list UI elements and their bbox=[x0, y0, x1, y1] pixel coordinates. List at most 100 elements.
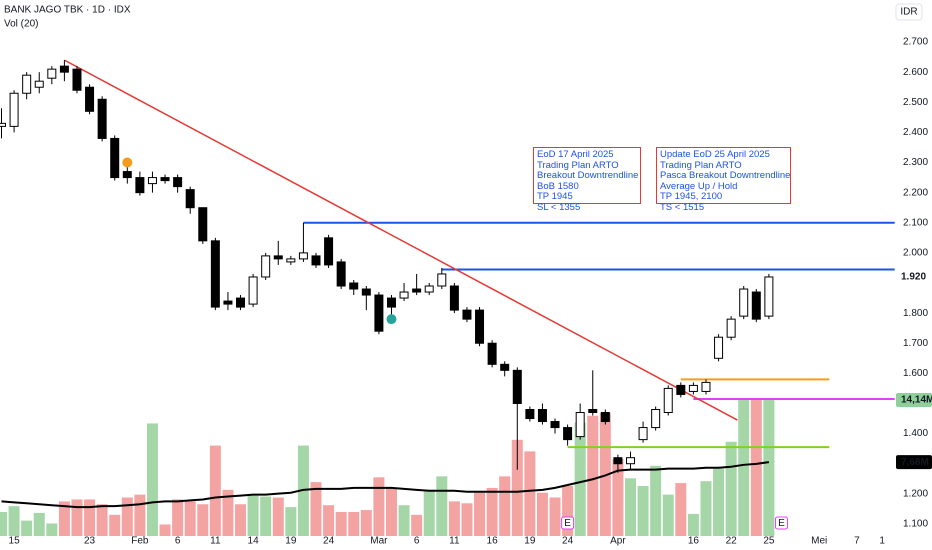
candle-body bbox=[248, 276, 258, 305]
candle-body bbox=[575, 412, 585, 438]
x-tick-label: Apr bbox=[610, 536, 626, 547]
note-line: Update EoD 25 April 2025 bbox=[660, 149, 770, 160]
volume-bar bbox=[411, 514, 423, 536]
volume-bar bbox=[209, 445, 221, 536]
candle-body bbox=[361, 288, 371, 296]
candle-body bbox=[59, 65, 69, 73]
axis-badge bbox=[896, 269, 932, 284]
volume-bar bbox=[159, 524, 171, 536]
candle-body bbox=[651, 409, 661, 429]
volume-bar bbox=[662, 494, 674, 536]
volume-bar bbox=[474, 492, 486, 536]
note-line: Breakout Downtrendline bbox=[537, 170, 639, 181]
y-tick-label: 2.700 bbox=[903, 37, 928, 48]
volume-bar bbox=[763, 399, 775, 536]
x-tick-label: Feb bbox=[131, 536, 149, 547]
y-tick-label: 1.800 bbox=[903, 308, 928, 319]
x-tick-label: 25 bbox=[763, 536, 775, 547]
candle-body bbox=[47, 68, 57, 79]
candle-body bbox=[298, 252, 308, 260]
candle-body bbox=[412, 288, 422, 293]
volume-bar bbox=[121, 497, 133, 536]
axis-badge-label: 1.920 bbox=[901, 272, 926, 283]
volume-bar bbox=[58, 501, 70, 536]
axis-badge bbox=[896, 392, 932, 407]
candle-body bbox=[223, 300, 233, 305]
note-line: TS < 1515 bbox=[660, 201, 705, 213]
event-badge[interactable]: E bbox=[774, 516, 788, 530]
volume-bar bbox=[700, 481, 712, 536]
volume-bar bbox=[84, 499, 96, 536]
currency-box[interactable] bbox=[895, 3, 923, 21]
x-tick-label: 22 bbox=[726, 536, 738, 547]
volume-bar bbox=[8, 506, 20, 536]
volume-bar bbox=[272, 497, 284, 536]
trendline bbox=[64, 59, 738, 421]
x-tick-label: 6 bbox=[175, 536, 181, 547]
candle-body bbox=[626, 457, 635, 465]
candle-body bbox=[236, 297, 246, 308]
candle-body bbox=[563, 427, 573, 441]
candle-body bbox=[97, 98, 107, 139]
volume-bar bbox=[235, 504, 247, 536]
candle-body bbox=[487, 342, 497, 365]
currency[interactable]: IDR bbox=[900, 7, 917, 18]
candle-body bbox=[588, 409, 598, 414]
volume-bar bbox=[247, 495, 259, 536]
volume-bar bbox=[323, 505, 335, 536]
candle-body bbox=[525, 409, 535, 420]
candle-body bbox=[147, 177, 157, 185]
note-line: Trading Plan ARTO bbox=[537, 159, 619, 171]
volume-bar bbox=[713, 468, 725, 536]
candle-body bbox=[437, 273, 447, 287]
candle-body bbox=[663, 387, 673, 414]
candle-body bbox=[449, 285, 459, 311]
candle-body bbox=[173, 177, 183, 188]
note-box: Update EoD 25 April 2025 Trading Plan ART… bbox=[656, 147, 791, 212]
volume-bar bbox=[536, 492, 548, 536]
candle-body bbox=[85, 86, 95, 112]
x-tick-label: 24 bbox=[323, 536, 335, 547]
volume-bar bbox=[423, 489, 435, 536]
chart-title: BANK JAGO TBK · 1D · IDX bbox=[4, 5, 131, 16]
candle-body bbox=[336, 261, 346, 287]
candle-body bbox=[261, 255, 271, 278]
y-tick-label: 2.000 bbox=[903, 248, 928, 259]
candle-body bbox=[714, 336, 724, 359]
candle-body bbox=[286, 258, 296, 263]
volume-bar bbox=[448, 501, 460, 536]
y-tick-label: 2.300 bbox=[903, 157, 928, 168]
candle-body bbox=[462, 309, 472, 320]
candle-body bbox=[638, 427, 648, 441]
volume-bar bbox=[0, 511, 7, 536]
note-line: SL < 1355 bbox=[537, 201, 581, 213]
candle-body bbox=[500, 363, 510, 371]
candle-body bbox=[764, 276, 774, 317]
volume-bar bbox=[486, 487, 498, 536]
x-tick-label: 11 bbox=[210, 536, 221, 547]
volume-bar bbox=[637, 485, 649, 536]
candle-body bbox=[110, 137, 120, 179]
candle-body bbox=[537, 409, 547, 423]
volume-bar bbox=[134, 494, 146, 536]
y-tick-label: 1.400 bbox=[903, 428, 928, 439]
candle-body bbox=[739, 288, 749, 317]
volume-bar bbox=[385, 487, 397, 536]
candle-body bbox=[22, 74, 32, 94]
x-tick-label: 16 bbox=[487, 536, 499, 547]
x-tick-label: 19 bbox=[524, 536, 536, 547]
signal-dot bbox=[122, 157, 133, 168]
volume-bar bbox=[511, 439, 523, 536]
volume-bar bbox=[360, 510, 372, 536]
candle-body bbox=[751, 291, 761, 320]
y-tick-label: 2.400 bbox=[903, 127, 928, 138]
candle-body bbox=[122, 171, 132, 179]
event-badge[interactable]: E bbox=[561, 516, 575, 530]
note-line: BoB 1580 bbox=[537, 180, 579, 192]
x-tick-label: Mei bbox=[811, 536, 827, 547]
event-label: E bbox=[778, 518, 785, 529]
volume-bar bbox=[335, 511, 347, 536]
x-tick-label: Mar bbox=[370, 536, 388, 547]
y-tick-label: 2.600 bbox=[903, 67, 928, 78]
